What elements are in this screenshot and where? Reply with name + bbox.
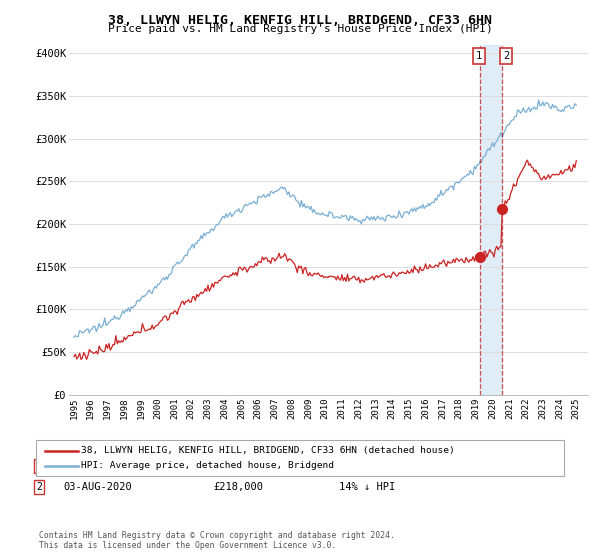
Text: 2: 2 xyxy=(36,482,42,492)
Text: Contains HM Land Registry data © Crown copyright and database right 2024.
This d: Contains HM Land Registry data © Crown c… xyxy=(39,531,395,550)
Text: £162,000: £162,000 xyxy=(213,461,263,471)
Text: 1: 1 xyxy=(476,51,482,61)
Text: 1: 1 xyxy=(36,461,42,471)
Text: 38, LLWYN HELIG, KENFIG HILL, BRIDGEND, CF33 6HN: 38, LLWYN HELIG, KENFIG HILL, BRIDGEND, … xyxy=(108,14,492,27)
Bar xyxy=(479,45,502,395)
Text: 38, LLWYN HELIG, KENFIG HILL, BRIDGEND, CF33 6HN (detached house): 38, LLWYN HELIG, KENFIG HILL, BRIDGEND, … xyxy=(81,446,455,455)
Text: Price paid vs. HM Land Registry's House Price Index (HPI): Price paid vs. HM Land Registry's House … xyxy=(107,24,493,34)
Text: 03-AUG-2020: 03-AUG-2020 xyxy=(63,482,132,492)
Text: 28-MAR-2019: 28-MAR-2019 xyxy=(63,461,132,471)
Text: 29% ↓ HPI: 29% ↓ HPI xyxy=(339,461,395,471)
Text: 2: 2 xyxy=(503,51,509,61)
Text: £218,000: £218,000 xyxy=(213,482,263,492)
Text: 14% ↓ HPI: 14% ↓ HPI xyxy=(339,482,395,492)
Text: HPI: Average price, detached house, Bridgend: HPI: Average price, detached house, Brid… xyxy=(81,461,334,470)
